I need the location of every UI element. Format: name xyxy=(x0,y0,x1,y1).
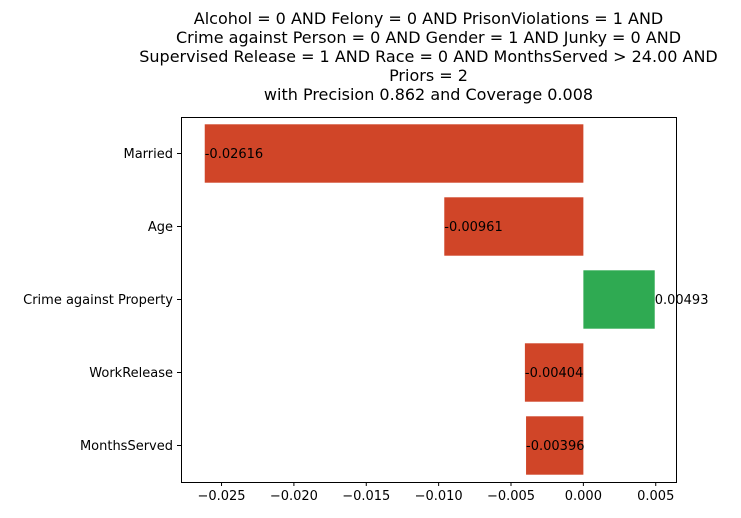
data-label: -0.00961 xyxy=(444,220,502,235)
x-tick-label: 0.000 xyxy=(565,489,602,504)
y-tick-label: Married xyxy=(123,147,173,162)
chart-title: Alcohol = 0 AND Felony = 0 AND PrisonVio… xyxy=(139,9,718,104)
x-tick-label: −0.025 xyxy=(197,489,245,504)
x-tick-label: −0.015 xyxy=(342,489,390,504)
y-axis-ticks: Married Age Crime against Property WorkRele… xyxy=(23,147,181,454)
title-line: with Precision 0.862 and Coverage 0.008 xyxy=(264,85,593,104)
bar xyxy=(524,343,584,402)
bars xyxy=(204,124,655,475)
bar xyxy=(444,197,584,256)
bar xyxy=(526,416,584,475)
data-label: 0.00493 xyxy=(655,293,709,308)
bar xyxy=(583,270,655,329)
x-tick-label: −0.005 xyxy=(487,489,535,504)
title-line: Supervised Release = 1 AND Race = 0 AND … xyxy=(139,47,718,66)
y-tick-label: Crime against Property xyxy=(23,293,173,308)
y-tick-label: MonthsServed xyxy=(80,439,173,454)
data-label: -0.00396 xyxy=(526,439,584,454)
y-tick-label: WorkRelease xyxy=(89,366,173,381)
y-tick-label: Age xyxy=(148,220,173,235)
title-line: Alcohol = 0 AND Felony = 0 AND PrisonVio… xyxy=(194,9,664,28)
x-tick-label: 0.005 xyxy=(637,489,674,504)
x-tick-label: −0.010 xyxy=(415,489,463,504)
x-tick-label: −0.020 xyxy=(270,489,318,504)
plot-area-frame xyxy=(181,117,677,483)
x-axis-ticks: −0.025 −0.020 −0.015 −0.010 −0.005 0.000 0.005 xyxy=(197,482,674,504)
data-labels: -0.02616 -0.00961 0.00493 -0.00404 -0.00396 xyxy=(205,147,709,454)
title-line: Crime against Person = 0 AND Gender = 1 … xyxy=(176,28,681,47)
bar xyxy=(204,124,584,183)
data-label: -0.00404 xyxy=(525,366,583,381)
title-line: Priors = 2 xyxy=(389,66,468,85)
data-label: -0.02616 xyxy=(205,147,263,162)
